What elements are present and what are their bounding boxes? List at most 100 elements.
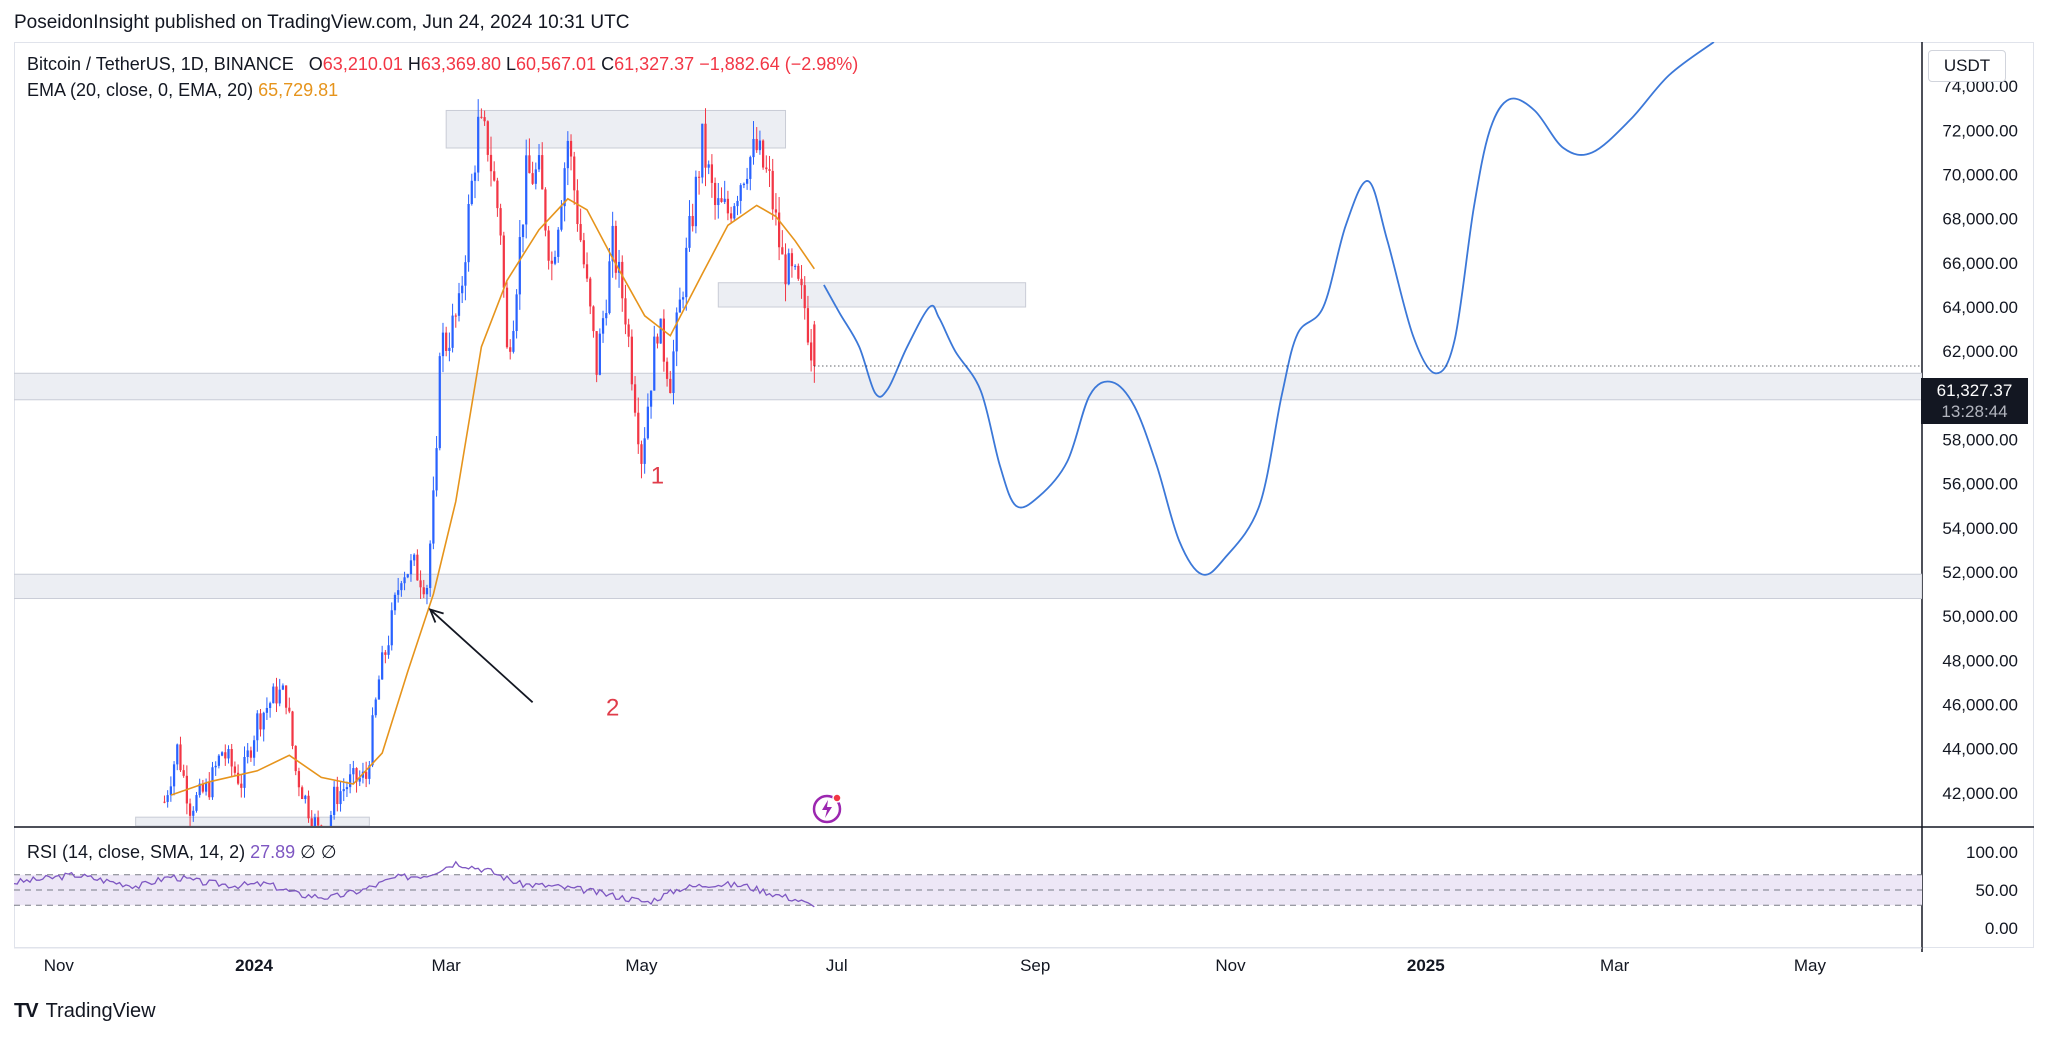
candle [313, 813, 317, 826]
candle-body [454, 315, 457, 317]
candle [195, 791, 198, 813]
candle [611, 211, 614, 278]
candle-body [672, 351, 675, 394]
candle-body [291, 711, 294, 746]
candle-body [794, 265, 797, 267]
zones [14, 109, 1922, 826]
candle-body [272, 686, 275, 704]
candle [349, 763, 352, 794]
candle [621, 255, 624, 312]
candle [256, 710, 259, 752]
candle-body [755, 138, 758, 151]
candle-body [176, 744, 179, 765]
candle [685, 237, 688, 311]
candle-body [281, 685, 285, 690]
candle [739, 183, 742, 214]
rsi-tick-label: 0.00 [1985, 919, 2018, 938]
candle-body [489, 154, 493, 172]
candle [435, 436, 438, 497]
tradingview-logo[interactable]: TV TradingView [14, 1000, 156, 1023]
candle [752, 121, 755, 165]
lightning-badge-icon[interactable] [812, 792, 844, 824]
publisher-header: PoseidonInsight published on TradingView… [14, 12, 630, 33]
candle-body [701, 123, 704, 178]
candle-body [605, 313, 608, 319]
candle-body [713, 182, 717, 206]
candle [598, 328, 601, 376]
price-tick-label: 72,000.00 [1942, 121, 2018, 140]
candle-body [365, 771, 368, 779]
candle [669, 370, 672, 394]
candle [765, 155, 768, 173]
rsi-tick-label: 100.00 [1966, 843, 2018, 862]
candle [582, 232, 585, 269]
candle-body [665, 361, 669, 379]
candle-body [268, 703, 272, 708]
candle [678, 287, 681, 313]
candle [745, 167, 749, 190]
candle [368, 760, 371, 785]
candle [172, 761, 176, 796]
candle [694, 170, 698, 234]
rsi-extra: ∅ ∅ [300, 842, 337, 862]
candle-body [301, 787, 304, 800]
candle-body [547, 230, 550, 261]
candle [521, 224, 525, 253]
candle [272, 683, 275, 704]
rsi-label[interactable]: RSI (14, close, SMA, 14, 2) [27, 842, 246, 862]
candle [515, 289, 518, 339]
candle-body [669, 378, 672, 394]
candle [448, 332, 451, 362]
candle-body [252, 740, 256, 758]
zone-4 [135, 816, 370, 826]
candle-body [419, 580, 422, 588]
candle-body [486, 121, 489, 155]
rsi-line [13, 860, 815, 908]
candle-body [550, 260, 553, 264]
candle [419, 570, 422, 599]
candle-body [742, 183, 746, 186]
candle [806, 295, 810, 346]
currency-button[interactable]: USDT [1928, 50, 2006, 82]
candle [304, 794, 307, 804]
candle [374, 697, 377, 718]
symbol-name[interactable]: Bitcoin / TetherUS, 1D, BINANCE [27, 54, 294, 74]
candle [605, 299, 608, 326]
candle [233, 761, 237, 776]
candle [733, 203, 736, 222]
candle [339, 781, 342, 812]
candle-body [749, 157, 752, 179]
candle-body [224, 752, 227, 759]
candles [163, 99, 816, 826]
high-value: 63,369.80 [420, 54, 501, 74]
ema-value: 65,729.81 [258, 80, 339, 100]
candle-body [694, 176, 698, 227]
candle-body [172, 764, 176, 787]
change-value: −1,882.64 (−2.98%) [699, 54, 859, 74]
candle [473, 165, 477, 199]
rsi-legend: RSI (14, close, SMA, 14, 2) 27.89 ∅ ∅ [27, 842, 337, 863]
candle [681, 291, 685, 309]
candle-body [512, 331, 515, 352]
candle-body [493, 171, 496, 181]
candle-body [195, 795, 198, 811]
candle [787, 248, 790, 286]
candle-body [262, 712, 265, 730]
candle-body [563, 168, 566, 207]
candle [736, 195, 739, 216]
time-tick-label: Jul [826, 956, 848, 975]
candle [579, 208, 582, 243]
price-tick-label: 54,000.00 [1942, 519, 2018, 538]
candle [800, 265, 803, 299]
candle [813, 320, 816, 383]
candle [534, 162, 537, 190]
candle [301, 785, 304, 800]
ema-label[interactable]: EMA (20, close, 0, EMA, 20) [27, 80, 254, 100]
candle-body [320, 825, 323, 826]
candle [246, 743, 249, 764]
candle [794, 264, 797, 270]
candle-body [525, 155, 528, 225]
candle [320, 824, 323, 826]
candle [569, 134, 573, 171]
